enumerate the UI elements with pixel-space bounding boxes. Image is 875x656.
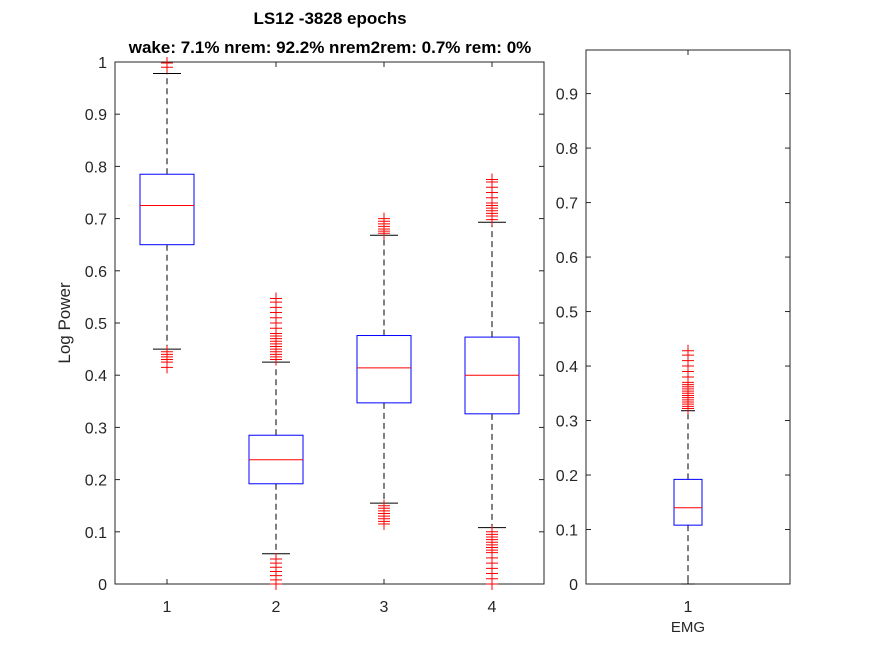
iqr-box	[673, 478, 703, 526]
y-tick-label: 0.6	[556, 250, 578, 267]
plot-area	[114, 61, 545, 585]
y-tick-label: 0.2	[556, 468, 578, 485]
x-tick-label: 1	[163, 599, 172, 616]
y-tick-label: 0.4	[85, 368, 107, 385]
plot-area	[585, 49, 791, 585]
outlier-point	[682, 344, 694, 357]
box-2	[248, 292, 304, 590]
left-boxplot-panel: 0 0.1 0.2 0.3 0.4 0.5 0.6 0.7 0.8 0.9 1 Log Power 1 2…	[55, 55, 545, 616]
y-tick-label: 0.9	[85, 107, 107, 124]
outlier-point	[161, 57, 173, 70]
x-tick-label: 2	[272, 599, 281, 616]
chart-title-line1: LS12 -3828 epochs	[253, 9, 406, 28]
iqr-box	[139, 173, 195, 246]
y-tick-label: 0.1	[556, 523, 578, 540]
iqr-box	[356, 335, 412, 404]
y-axis-label: Log Power	[55, 282, 74, 364]
outlier-point	[161, 345, 173, 358]
box-4	[464, 173, 520, 590]
y-tick-label: 0.3	[85, 420, 107, 437]
y-tick-label: 0	[569, 577, 578, 594]
box-1	[673, 344, 703, 585]
outlier-point	[378, 212, 390, 225]
outlier-point	[378, 499, 390, 512]
outlier-point	[270, 552, 282, 565]
y-tick-label: 0.8	[556, 141, 578, 158]
y-tick-label: 0.7	[556, 196, 578, 213]
x-tick-label: 4	[488, 599, 497, 616]
y-tick-label: 0.7	[85, 212, 107, 229]
emg-boxplot-panel: 0 0.1 0.2 0.3 0.4 0.5 0.6 0.7 0.8 0.9 1 EMG	[556, 49, 791, 636]
outlier-point	[486, 173, 498, 186]
x-tick-label: 1	[684, 599, 693, 616]
box-3	[356, 212, 412, 530]
y-tick-label: 0.9	[556, 87, 578, 104]
y-tick-label: 0.1	[85, 525, 107, 542]
y-tick-label: 0.3	[556, 414, 578, 431]
box-1	[139, 57, 195, 374]
y-tick-label: 0.4	[556, 359, 578, 376]
y-tick-label: 0.2	[85, 473, 107, 490]
outlier-point	[486, 525, 498, 538]
y-tick-label: 0.6	[85, 264, 107, 281]
x-tick-label: 3	[380, 599, 389, 616]
y-tick-label: 1	[98, 55, 107, 72]
chart-title-line2: wake: 7.1% nrem: 92.2% nrem2rem: 0.7% re…	[128, 38, 532, 57]
x-axis-label: EMG	[671, 619, 705, 636]
outlier-point	[270, 292, 282, 305]
y-tick-label: 0.5	[85, 316, 107, 333]
y-tick-label: 0.5	[556, 305, 578, 322]
y-tick-label: 0.8	[85, 159, 107, 176]
y-tick-label: 0	[98, 577, 107, 594]
